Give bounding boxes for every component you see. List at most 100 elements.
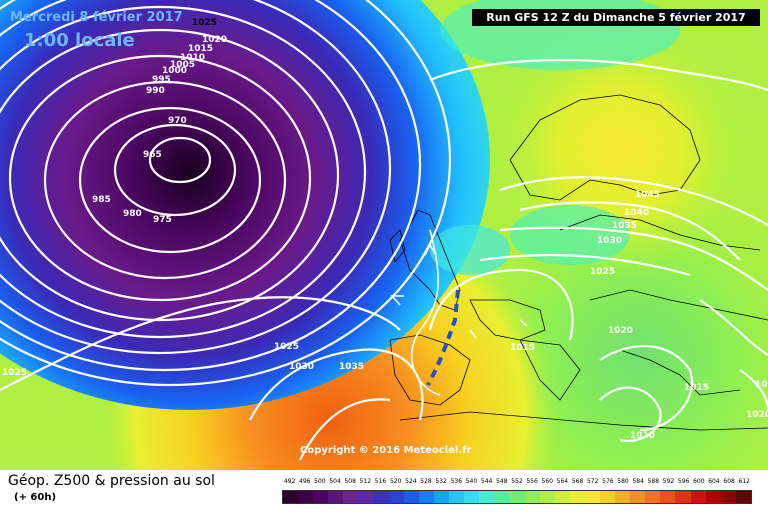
scale-swatch	[388, 491, 404, 503]
scale-swatch	[705, 491, 721, 503]
scale-swatch	[449, 491, 465, 503]
scale-swatch	[313, 491, 329, 503]
scale-swatch	[298, 491, 314, 503]
isobar-lines	[0, 0, 768, 461]
scale-label: 596	[677, 478, 690, 485]
scale-swatch	[539, 491, 555, 503]
scale-swatch	[735, 491, 751, 503]
isobar-label: 980	[123, 209, 142, 219]
scale-swatch	[660, 491, 676, 503]
scale-swatch	[403, 491, 419, 503]
scale-swatch	[433, 491, 450, 503]
scale-swatch	[690, 491, 706, 503]
legend-title: Géop. Z500 & pression au sol	[8, 473, 215, 489]
scale-swatch	[343, 491, 359, 503]
scale-label: 564	[556, 478, 569, 485]
forecast-date: Mercredi 8 février 2017	[10, 10, 183, 25]
isobar-label: 1005	[170, 60, 196, 70]
scale-swatch	[584, 491, 600, 503]
scale-label: 544	[480, 478, 493, 485]
isobar-label: 1015	[684, 383, 710, 393]
isobar-label: 985	[92, 195, 111, 205]
scale-label: 524	[405, 478, 417, 485]
isobar-label: 1025	[274, 342, 300, 352]
trough-line	[426, 289, 460, 386]
color-scale-labels: 492 496 500 504 508 512 516 520 524 528 532 536 540 5…	[282, 478, 752, 488]
scale-label: 496	[299, 478, 311, 485]
copyright-notice: Copyright © 2016 Meteociel.fr	[300, 445, 472, 456]
coastlines	[389, 94, 768, 431]
scale-swatch	[479, 491, 495, 503]
scale-label: 580	[617, 478, 629, 485]
scale-swatch	[509, 491, 525, 503]
scale-swatch	[675, 491, 691, 503]
scale-swatch	[373, 491, 389, 503]
scale-swatch	[599, 491, 616, 503]
isobar-label: 1030	[597, 236, 623, 246]
isobar-label: 970	[168, 116, 187, 126]
scale-label: 500	[314, 478, 326, 485]
scale-label: 592	[662, 478, 675, 485]
scale-swatch	[283, 491, 299, 503]
isobar-label: 1040	[624, 208, 650, 218]
isobar-label: 1000	[162, 66, 188, 76]
isobar-label: 965	[143, 150, 162, 160]
scale-label: 568	[571, 478, 584, 485]
scale-label: 536	[450, 478, 463, 485]
isobar-label: 1015	[188, 44, 214, 54]
scale-label: 492	[283, 478, 296, 485]
isobar-label: 1020	[755, 380, 768, 390]
scale-swatch	[630, 491, 646, 503]
scale-label: 508	[344, 478, 356, 485]
scale-label: 512	[359, 478, 372, 485]
scale-label: 528	[420, 478, 432, 485]
scale-swatch	[615, 491, 631, 503]
isobar-label: 1020	[746, 410, 768, 420]
scale-label: 576	[602, 478, 614, 485]
scale-swatch	[524, 491, 540, 503]
isobar-label: 1025	[2, 368, 28, 378]
low-pressure-zone	[0, 0, 490, 410]
map-canvas	[0, 0, 768, 470]
scale-swatch	[645, 491, 661, 503]
scale-label: 584	[632, 478, 644, 485]
scale-label: 552	[511, 478, 523, 485]
scale-label: 588	[647, 478, 660, 485]
scale-label: 548	[496, 478, 508, 485]
model-run-label: Run GFS 12 Z du Dimanche 5 février 2017	[472, 9, 760, 26]
scale-swatch	[358, 491, 374, 503]
isobar-label: 1010	[630, 431, 656, 441]
isobar-label: 1030	[289, 362, 315, 372]
scale-swatch	[464, 491, 480, 503]
isobar-label: 995	[152, 75, 171, 85]
scale-swatch	[328, 491, 344, 503]
scale-label: 572	[586, 478, 599, 485]
color-scale-bar	[282, 490, 752, 504]
scale-label: 516	[374, 478, 387, 485]
scale-label: 560	[541, 478, 553, 485]
isobar-label: 1015	[510, 343, 536, 353]
isobar-label: 1020	[202, 35, 228, 45]
scale-label: 608	[723, 478, 735, 485]
scale-label: 520	[389, 478, 402, 485]
scale-label: 532	[435, 478, 447, 485]
isobar-label: 1035	[612, 221, 638, 231]
scale-swatch	[418, 491, 434, 503]
isobar-label: 1035	[339, 362, 365, 372]
isobar-label: 990	[146, 86, 165, 96]
scale-label: 600	[693, 478, 705, 485]
isobar-label: 1020	[608, 326, 634, 336]
isobar-label: 975	[153, 215, 172, 225]
scale-label: 612	[738, 478, 750, 485]
isobar-label: 1010	[180, 53, 206, 63]
forecast-time: 1:00 locale	[24, 30, 135, 51]
flow-arrows	[390, 229, 528, 396]
scale-swatch	[494, 491, 510, 503]
scale-swatch	[720, 491, 736, 503]
scale-swatch	[554, 491, 570, 503]
scale-label: 604	[708, 478, 720, 485]
isobar-label: 1045	[635, 190, 661, 200]
scale-swatch	[569, 491, 585, 503]
scale-label: 540	[465, 478, 478, 485]
